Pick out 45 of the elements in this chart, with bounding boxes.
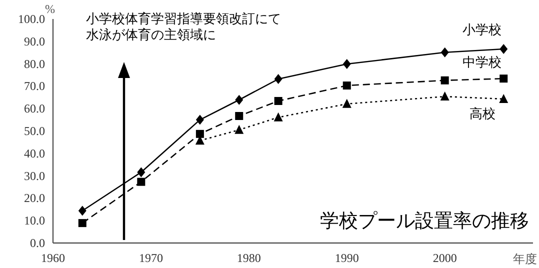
point [235,94,244,105]
point [234,124,244,134]
x-tick-label: 1990 [334,251,359,265]
y-tick-label: 0.0 [30,236,45,250]
y-tick-label: 10.0 [24,214,45,228]
point [78,206,86,216]
series-label: 小学校 [462,23,502,38]
point [440,76,449,84]
x-tick-label: 2000 [432,251,457,265]
point [196,130,204,138]
x-tick-label: 1960 [41,251,65,265]
point [440,47,449,58]
point [274,96,282,105]
point [274,74,282,84]
point [342,82,351,90]
point [440,92,450,101]
point [342,98,352,108]
y-tick-label: 40.0 [24,146,45,160]
y-tick-label: 90.0 [24,34,45,48]
point [499,94,508,103]
series-label: 中学校 [462,56,502,71]
y-tick-label: 80.0 [24,56,45,71]
x-axis-title: 年度 [513,252,537,266]
y-tick-label: 100.0 [18,12,45,26]
point [235,112,244,120]
point [137,178,146,186]
y-tick-label: 60.0 [24,102,45,116]
point [500,74,508,83]
y-tick-label: 50.0 [24,124,45,138]
point [196,114,204,125]
y-tick-label: 20.0 [24,191,45,206]
point [137,167,146,178]
point [500,44,508,54]
y-tick-label: 70.0 [24,79,45,94]
point [342,59,351,70]
y-axis-title: % [45,2,55,16]
x-tick-label: 1980 [236,251,261,265]
text: 学校プール設置率の推移 [320,210,529,232]
annotation: 小学校体育学習指導要領改訂にて [86,11,281,27]
y-tick-label: 30.0 [24,168,45,183]
x-tick-label: 1970 [138,251,163,265]
annotation: 水泳が体育の主領域に [86,27,216,43]
point [274,112,283,122]
series-label: 高校 [470,106,496,122]
point [78,219,86,228]
